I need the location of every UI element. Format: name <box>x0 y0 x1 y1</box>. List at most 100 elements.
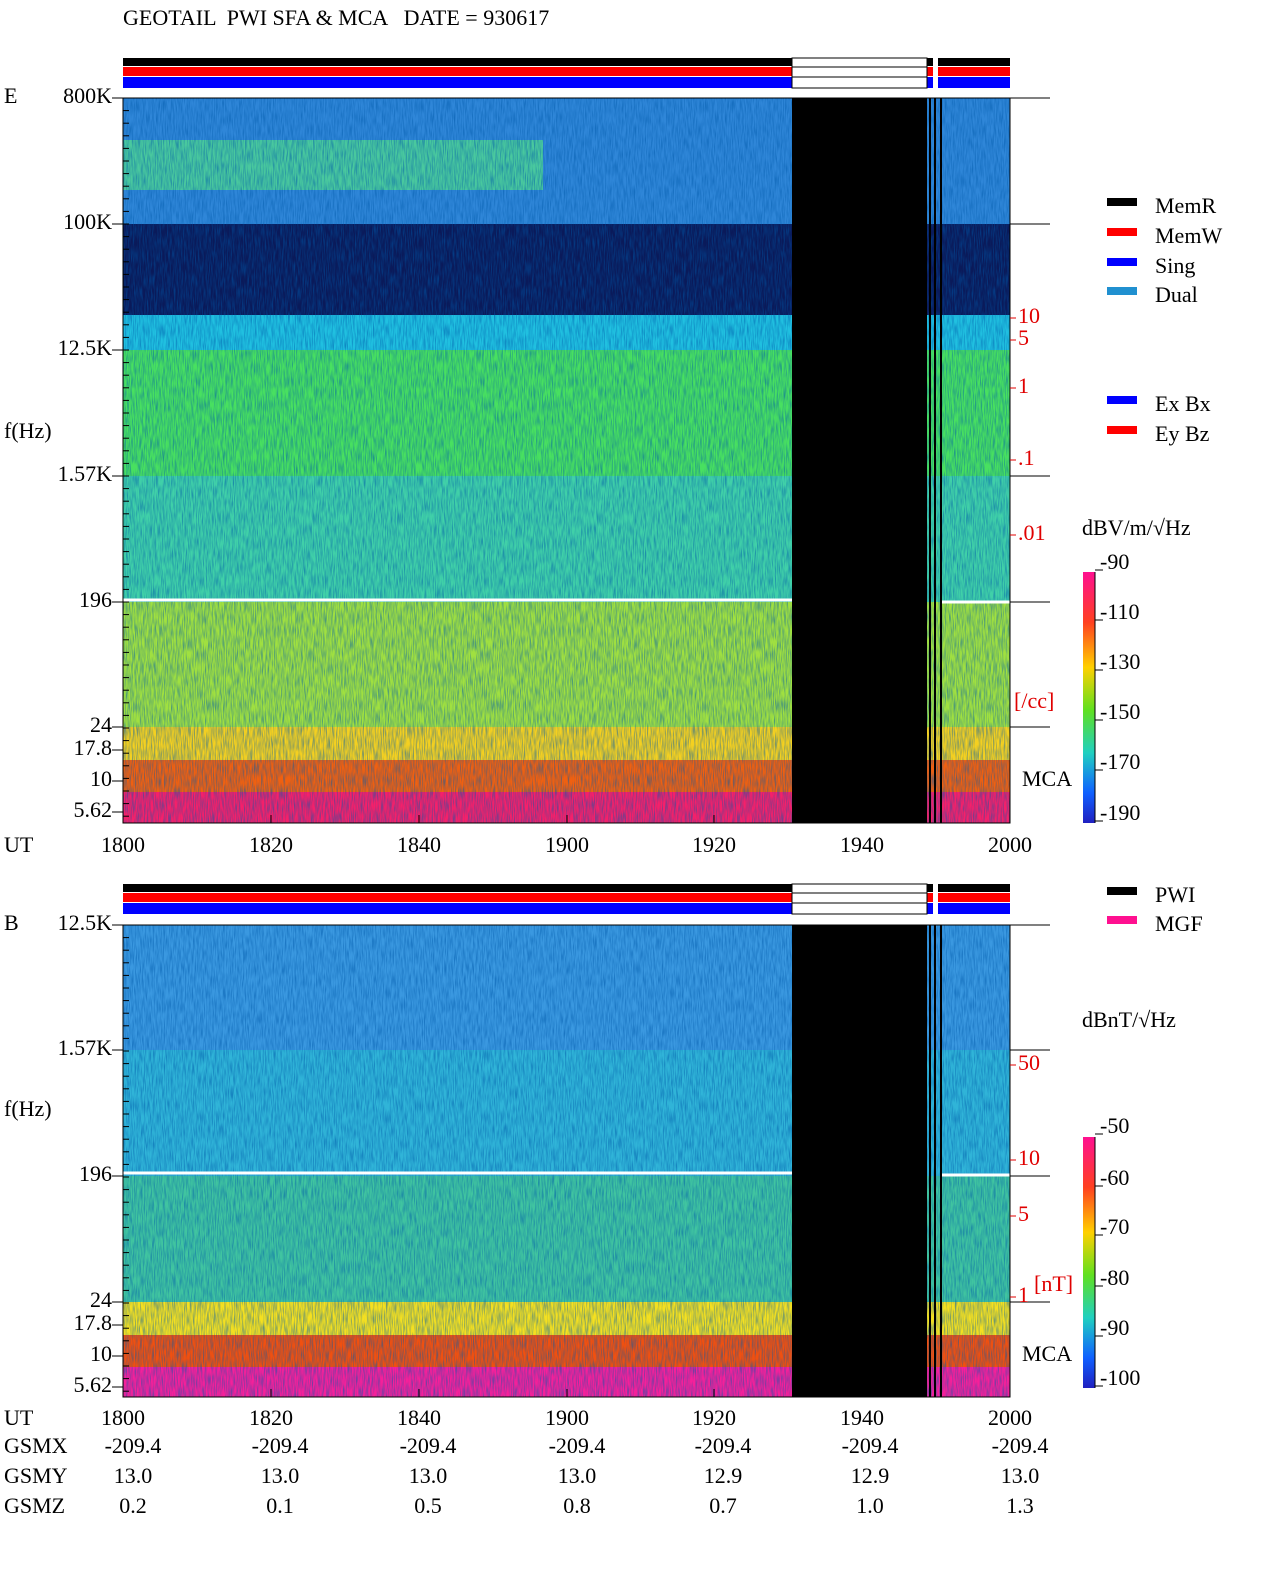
status-bar <box>123 77 1010 88</box>
legend-swatch <box>1107 887 1137 895</box>
y-tick-label: 5.62 <box>74 1372 113 1397</box>
colorbar-tick-label: -80 <box>1100 1265 1129 1290</box>
x-tick-label: 1920 <box>692 832 736 857</box>
right-unit: [nT] <box>1034 1271 1073 1296</box>
x-axis-label: UT <box>4 832 34 857</box>
orbit-value: 0.2 <box>119 1493 147 1518</box>
y-tick-label: 100K <box>63 209 112 234</box>
orbit-label: GSMZ <box>4 1493 65 1518</box>
title: GEOTAIL PWI SFA & MCA DATE = 930617 <box>123 5 549 30</box>
x-tick-label: 1920 <box>692 1405 736 1430</box>
x-tick-label: 1940 <box>840 1405 884 1430</box>
y-tick-label: 196 <box>79 1161 112 1186</box>
colorbar-unit: dBV/m/√Hz <box>1082 515 1191 540</box>
panel-label: B <box>4 910 19 935</box>
orbit-value: 1.3 <box>1006 1493 1034 1518</box>
y-tick-label: 1.57K <box>58 1035 113 1060</box>
y-tick-label: 24 <box>90 1287 112 1312</box>
orbit-value: -209.4 <box>842 1433 899 1458</box>
orbit-value: 13.0 <box>409 1463 448 1488</box>
orbit-value: 1.0 <box>856 1493 884 1518</box>
orbit-label: GSMX <box>4 1433 68 1458</box>
data-gap <box>791 883 928 915</box>
y-tick-label: 17.8 <box>74 1310 113 1335</box>
orbit-value: 12.9 <box>851 1463 890 1488</box>
x-tick-label: 1900 <box>545 1405 589 1430</box>
colorbar-tick-label: -150 <box>1100 699 1140 724</box>
y-tick-label: 24 <box>90 712 112 737</box>
right-tick-label: 10 <box>1018 303 1040 328</box>
legend-label: MemR <box>1155 193 1216 218</box>
orbit-value: 0.7 <box>709 1493 737 1518</box>
no-data <box>792 925 927 1397</box>
orbit-value: 12.9 <box>704 1463 743 1488</box>
x-tick-label: 2000 <box>988 832 1032 857</box>
x-tick-label: 1900 <box>545 832 589 857</box>
x-tick-label: 1940 <box>840 832 884 857</box>
legend-label: MGF <box>1155 911 1203 936</box>
orbit-value: -209.4 <box>549 1433 606 1458</box>
status-bar <box>123 884 1010 892</box>
y-tick-label: 10 <box>90 766 112 791</box>
orbit-value: -209.4 <box>992 1433 1049 1458</box>
legend-label: PWI <box>1155 882 1195 907</box>
right-tick-label: .01 <box>1018 520 1046 545</box>
legend-swatch <box>1107 426 1137 434</box>
right-tick-label: 1 <box>1018 373 1029 398</box>
x-tick-label: 1820 <box>249 832 293 857</box>
x-tick-label: 1840 <box>397 1405 441 1430</box>
y-tick-label: 800K <box>63 83 112 108</box>
colorbar-tick-label: -170 <box>1100 749 1140 774</box>
y-tick-label: 196 <box>79 587 112 612</box>
colorbar-tick-label: -110 <box>1100 599 1140 624</box>
data-gap <box>791 57 928 89</box>
y-axis-label: f(Hz) <box>4 418 52 443</box>
orbit-value: 0.1 <box>266 1493 294 1518</box>
orbit-value: 0.8 <box>563 1493 591 1518</box>
orbit-value: -209.4 <box>695 1433 752 1458</box>
mca-label: MCA <box>1022 1341 1072 1366</box>
no-data <box>792 98 927 823</box>
y-tick-label: 17.8 <box>74 735 113 760</box>
colorbar <box>1083 1137 1095 1388</box>
orbit-value: 13.0 <box>114 1463 153 1488</box>
legend-label: Dual <box>1155 282 1198 307</box>
orbit-value: -209.4 <box>400 1433 457 1458</box>
y-tick-label: 5.62 <box>74 797 113 822</box>
colorbar-tick-label: -90 <box>1100 549 1129 574</box>
legend-label: Ey Bz <box>1155 421 1210 446</box>
data-gap <box>933 884 938 914</box>
y-tick-label: 10 <box>90 1341 112 1366</box>
legend-swatch <box>1107 396 1137 404</box>
y-tick-label: 1.57K <box>58 461 113 486</box>
x-tick-label: 1840 <box>397 832 441 857</box>
data-gap <box>933 58 938 88</box>
colorbar-tick-label: -90 <box>1100 1315 1129 1340</box>
legend-label: MemW <box>1155 223 1222 248</box>
y-tick-label: 12.5K <box>58 910 113 935</box>
status-bar <box>123 58 1010 66</box>
y-tick-label: 12.5K <box>58 335 113 360</box>
orbit-label: GSMY <box>4 1463 68 1488</box>
colorbar-tick-label: -190 <box>1100 800 1140 825</box>
mca-label: MCA <box>1022 766 1072 791</box>
legend-swatch <box>1107 287 1137 295</box>
legend-swatch <box>1107 258 1137 266</box>
x-tick-label: 2000 <box>988 1405 1032 1430</box>
right-tick-label: 5 <box>1018 325 1029 350</box>
right-tick-label: 10 <box>1018 1145 1040 1170</box>
x-axis-label: UT <box>4 1405 34 1430</box>
orbit-value: -209.4 <box>105 1433 162 1458</box>
colorbar-tick-label: -130 <box>1100 649 1140 674</box>
right-tick-label: 5 <box>1018 1201 1029 1226</box>
legend-swatch <box>1107 198 1137 206</box>
colorbar-tick-label: -70 <box>1100 1214 1129 1239</box>
status-bar <box>123 67 1010 76</box>
orbit-value: 13.0 <box>261 1463 300 1488</box>
right-unit: [/cc] <box>1014 688 1054 713</box>
legend-label: Ex Bx <box>1155 391 1211 416</box>
colorbar-tick-label: -50 <box>1100 1113 1129 1138</box>
orbit-value: 0.5 <box>414 1493 442 1518</box>
x-tick-label: 1820 <box>249 1405 293 1430</box>
